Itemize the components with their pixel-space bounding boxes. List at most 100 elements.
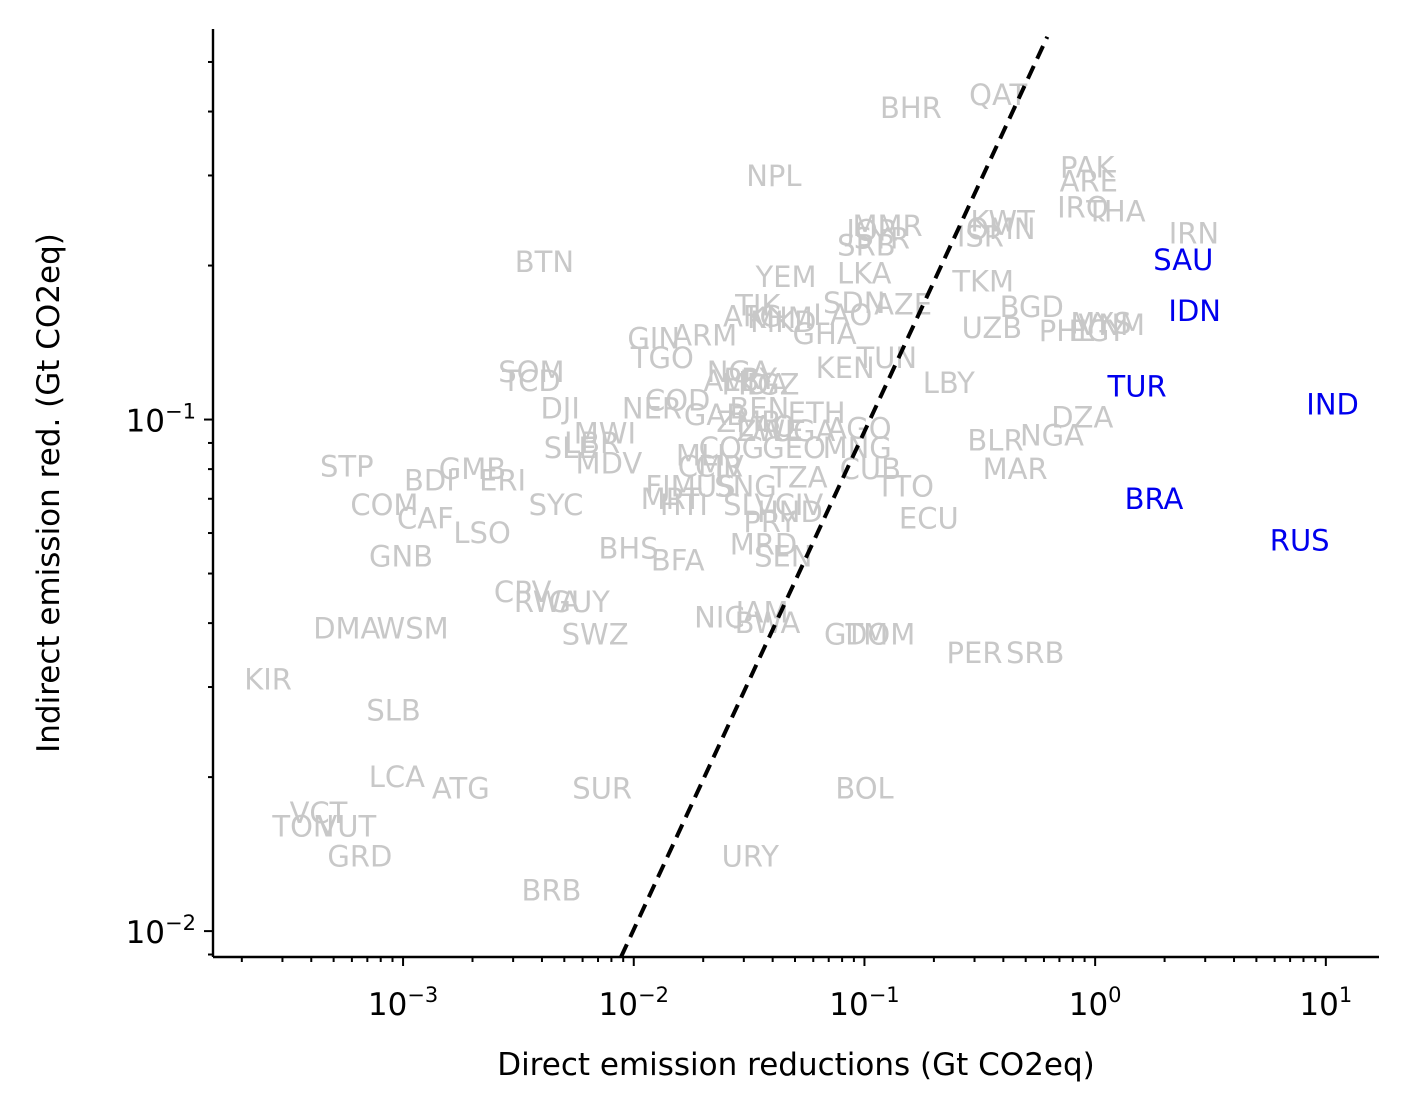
y-tick-label: 10−2 <box>126 911 196 951</box>
point-label-bol: BOL <box>835 772 893 806</box>
x-tick-label-exponent: −2 <box>638 983 669 1007</box>
point-label-mrd: MRD <box>730 527 798 561</box>
point-label-som: SOM <box>498 355 564 389</box>
point-label-grd: GRD <box>327 839 392 873</box>
point-label-lka: LKA <box>837 257 892 291</box>
point-label-sng: SNG <box>714 469 777 503</box>
y-tick-label-exponent: −2 <box>165 911 196 935</box>
reference-dashed-line <box>619 35 1050 958</box>
point-label-hnd: HND <box>757 495 823 529</box>
point-label-guy: GUY <box>548 585 610 619</box>
point-label-tur: TUR <box>1107 370 1167 404</box>
point-label-lca: LCA <box>369 760 425 794</box>
point-label-fji: FJI <box>645 469 679 503</box>
point-label-bra: BRA <box>1125 482 1184 516</box>
point-label-mda: MDA <box>722 368 789 402</box>
point-label-mwi: MWI <box>574 416 636 450</box>
point-label-egy: EGY <box>1069 314 1126 348</box>
point-label-mrt: MRT <box>641 482 702 516</box>
point-label-nic: NIC <box>694 601 745 635</box>
x-tick-label: 10−2 <box>599 983 669 1023</box>
point-label-tcd: TCD <box>501 364 561 398</box>
point-label-tha: THA <box>1085 195 1146 229</box>
point-label-lao: LAO <box>813 298 872 332</box>
point-label-phl: PHL <box>1039 314 1094 348</box>
point-label-swz: SWZ <box>562 618 629 652</box>
point-label-cog: COG <box>699 431 765 465</box>
point-label-kir: KIR <box>244 663 292 697</box>
point-label-gmb: GMB <box>439 452 506 486</box>
point-label-pry: PRY <box>724 362 778 396</box>
point-label-dza: DZA <box>1051 400 1113 434</box>
point-label-lso: LSO <box>453 516 510 550</box>
y-axis-ticks: 10−2 10−1 <box>126 60 213 956</box>
point-label-slv: SLV <box>723 488 774 522</box>
point-label-gha: GHA <box>793 317 857 351</box>
point-label-hti: HTI <box>660 488 708 522</box>
point-label-bgd: BGD <box>1000 290 1064 324</box>
point-label-tza: TZA <box>769 461 828 495</box>
point-label-afg: AFG <box>723 300 782 334</box>
point-label-slb: SLB <box>366 693 420 727</box>
x-tick-label-base: 10 <box>368 987 407 1023</box>
point-label-blr: BLR <box>967 424 1023 458</box>
point-label-per: PER <box>947 636 1003 670</box>
point-label-sdn: SDN <box>823 286 885 320</box>
point-label-rwa: RWA <box>514 585 580 619</box>
point-label-aze: AZE <box>874 287 932 321</box>
point-label-bdi: BDI <box>404 464 455 498</box>
point-label-dma: DMA <box>313 612 380 646</box>
x-tick-label-exponent: −1 <box>869 983 900 1007</box>
x-tick-label-base: 10 <box>1299 987 1338 1023</box>
point-label-npl: NPL <box>746 159 801 193</box>
y-tick-label: 10−1 <box>126 400 196 440</box>
axes: 10−3 10−2 10−1 100 101 10−210−1 <box>126 29 1379 1023</box>
x-tick-label-exponent: 1 <box>1339 983 1352 1007</box>
point-label-tjk: TJK <box>734 289 781 323</box>
point-label-ury: URY <box>722 839 780 873</box>
point-label-sau: SAU <box>1153 243 1213 277</box>
point-label-ago: AGO <box>827 412 892 446</box>
point-label-vnm: VNM <box>1078 308 1145 342</box>
point-label-geo: GEO <box>762 431 826 465</box>
point-label-arm: ARM <box>672 319 737 353</box>
point-label-rus: RUS <box>1270 524 1330 558</box>
point-label-com: COM <box>350 488 418 522</box>
x-tick-label: 10−1 <box>829 983 899 1023</box>
point-label-bfa: BFA <box>651 544 705 578</box>
point-label-mys: MYS <box>1070 307 1131 341</box>
point-label-qat: QAT <box>969 78 1027 112</box>
point-label-cpv: CPV <box>494 575 552 609</box>
point-label-bwa: BWA <box>735 606 801 640</box>
point-label-kwt: KWT <box>970 204 1035 238</box>
point-label-ton: TON <box>271 810 334 844</box>
point-label-brb: BRB <box>522 874 582 908</box>
x-tick-label-base: 10 <box>599 987 638 1023</box>
point-label-mmr: MMR <box>852 209 922 243</box>
point-label-zmb: ZMB <box>716 405 781 439</box>
point-label-tto: TTO <box>875 469 934 503</box>
point-label-vct: VCT <box>290 796 348 830</box>
point-label-kgz: KGZ <box>738 368 799 402</box>
point-label-gnb: GNB <box>369 539 433 573</box>
point-label-syr: SYR <box>854 221 910 255</box>
point-label-eth: ETH <box>788 396 846 430</box>
point-label-jor: JOR <box>844 214 898 248</box>
point-label-yem: YEM <box>754 260 816 294</box>
point-label-pry: PRY <box>743 505 797 539</box>
point-label-mar: MAR <box>983 452 1048 486</box>
point-label-sle: SLE <box>544 431 597 465</box>
point-label-uzb: UZB <box>962 311 1022 345</box>
point-label-bhs: BHS <box>599 531 659 565</box>
point-label-ecu: ECU <box>899 502 959 536</box>
point-label-tkm: TKM <box>951 265 1014 299</box>
point-label-irq: IRQ <box>1057 190 1109 224</box>
point-label-uga: UGA <box>772 414 836 448</box>
point-label-tgo: TGO <box>630 341 694 375</box>
point-label-civ: CIV <box>695 449 744 483</box>
point-label-civ: CIV <box>775 488 824 522</box>
x-tick-label-exponent: 0 <box>1108 983 1121 1007</box>
point-label-zwe: ZWE <box>737 414 804 448</box>
point-label-stp: STP <box>320 449 374 483</box>
point-label-ben: BEN <box>729 392 789 426</box>
